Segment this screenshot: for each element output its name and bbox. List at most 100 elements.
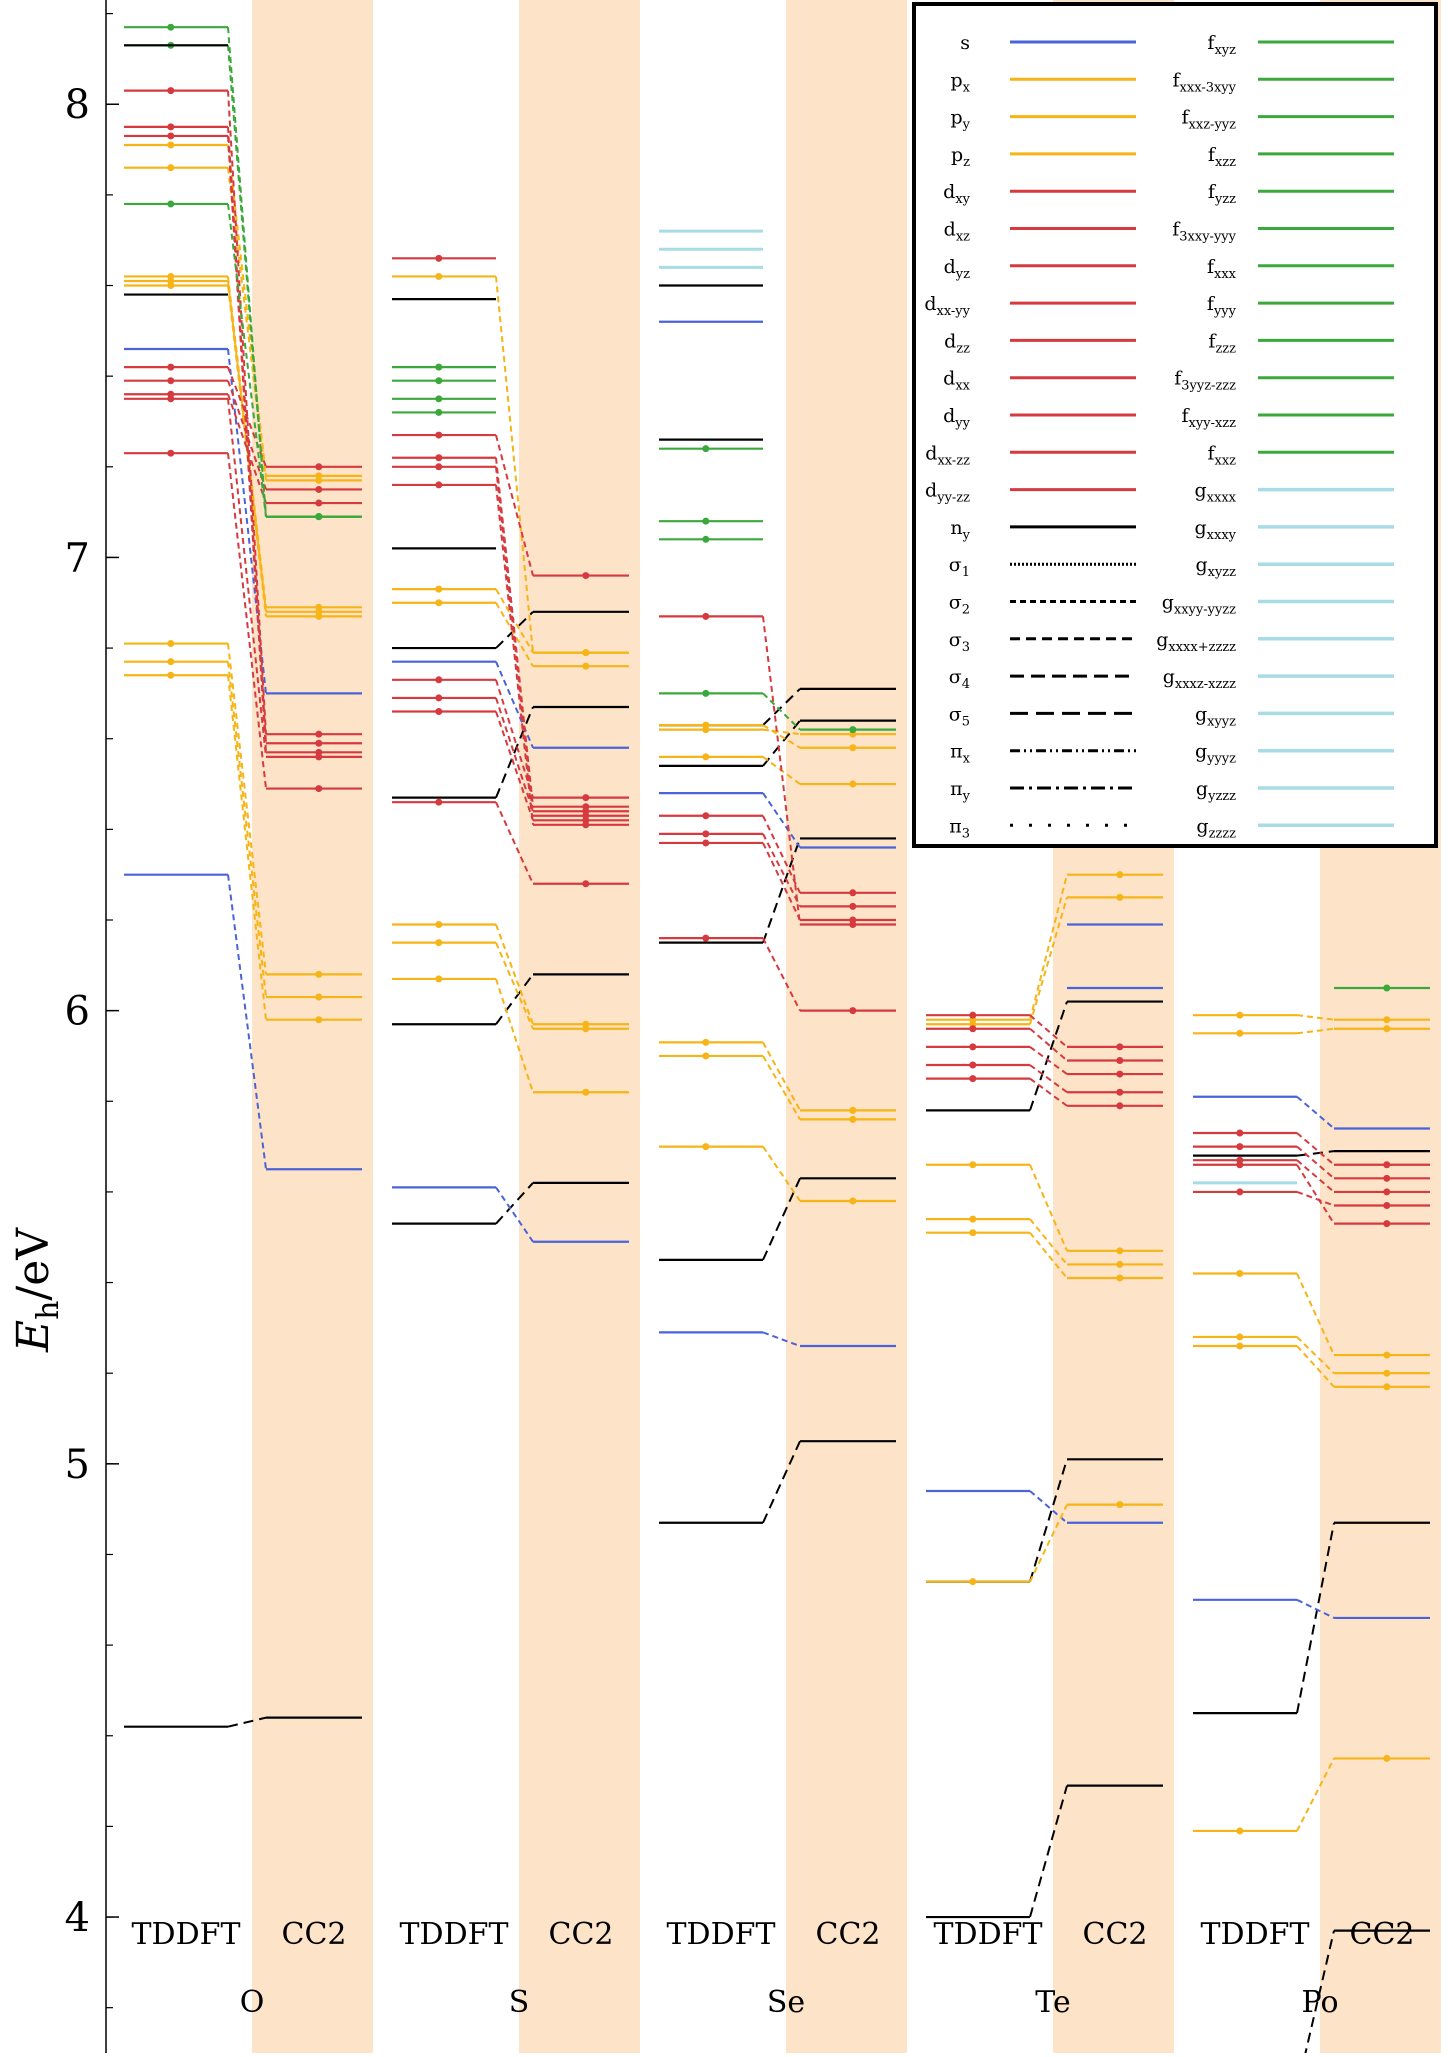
level-marker-po-c-16 xyxy=(1383,984,1391,992)
level-marker-se-c-18 xyxy=(849,726,857,734)
level-marker-o-c-8 xyxy=(315,612,323,620)
level-marker-s-t-13 xyxy=(435,694,443,702)
connector-o-20 xyxy=(227,45,267,517)
level-marker-s-c-16 xyxy=(582,572,590,580)
level-marker-po-c-12 xyxy=(1383,1174,1391,1182)
legend-label: dyy-zz xyxy=(925,480,970,506)
legend-label: gxxxx xyxy=(1195,480,1237,506)
level-marker-se-t-8 xyxy=(702,1038,710,1046)
legend-label: dxx-zz xyxy=(925,442,970,468)
connector-se-15 xyxy=(762,833,801,907)
legend-label: gxyzz xyxy=(1195,554,1236,580)
level-marker-s-c-18 xyxy=(582,812,590,820)
y-tick-label: 6 xyxy=(65,989,90,1035)
level-marker-po-c-9 xyxy=(1383,1016,1391,1024)
level-marker-s-c-7 xyxy=(582,1025,590,1033)
level-marker-o-t-4 xyxy=(167,658,175,666)
cc2-band-o xyxy=(252,0,373,2053)
connector-te-10 xyxy=(1029,1014,1068,1048)
legend-label: px xyxy=(950,69,970,95)
level-marker-o-c-10 xyxy=(315,476,323,484)
connector-po-1 xyxy=(1296,1522,1335,1714)
level-marker-s-t-8 xyxy=(435,975,443,983)
level-marker-o-c-18 xyxy=(315,785,323,793)
level-marker-po-c-10 xyxy=(1383,1025,1391,1033)
legend-label: πy xyxy=(950,778,971,804)
legend-label: σ5 xyxy=(949,703,970,729)
legend-label: σ1 xyxy=(949,554,970,580)
connector-o-3 xyxy=(227,643,267,975)
connector-te-13 xyxy=(1029,1064,1068,1094)
legend-label: fxxz xyxy=(1207,442,1236,468)
connector-s-9 xyxy=(495,588,534,654)
connector-se-7 xyxy=(762,1146,801,1202)
level-marker-s-c-15 xyxy=(582,880,590,888)
method-label-cc2: CC2 xyxy=(282,1917,347,1952)
connector-se-9 xyxy=(762,1055,801,1120)
level-marker-se-t-14 xyxy=(702,812,710,820)
level-marker-po-c-15 xyxy=(1383,1220,1391,1228)
element-label-s: S xyxy=(509,1985,530,2020)
level-marker-po-c-7 xyxy=(1383,1369,1391,1377)
legend: s px py pz dxy dxz dyz dxx-yy dzz dxx dyy dxx-zz dyy… xyxy=(912,2,1438,848)
connector-s-1 xyxy=(495,973,534,1025)
connector-po-4 xyxy=(1296,1095,1335,1130)
element-label-te: Te xyxy=(1035,1985,1070,2020)
level-marker-se-t-17 xyxy=(702,612,710,620)
connector-po-10 xyxy=(1296,1027,1335,1035)
connector-se-17 xyxy=(762,616,801,925)
level-marker-s-t-21 xyxy=(435,363,443,371)
legend-label: dyy xyxy=(943,405,971,431)
legend-label: gzzzz xyxy=(1196,815,1236,841)
connector-po-14 xyxy=(1296,1190,1335,1207)
level-marker-s-t-20 xyxy=(435,254,443,262)
connector-po-12 xyxy=(1296,1145,1335,1180)
connector-se-12 xyxy=(762,728,801,736)
connector-o-2 xyxy=(227,348,267,694)
level-marker-te-t-7 xyxy=(969,1229,977,1237)
connector-se-5 xyxy=(762,1331,801,1347)
level-marker-se-t-7 xyxy=(702,1143,710,1151)
level-marker-o-t-5 xyxy=(167,671,175,679)
connector-s-5 xyxy=(495,661,534,749)
connector-o-4 xyxy=(227,661,267,998)
cc2-band-se xyxy=(786,0,907,2053)
connector-o-11 xyxy=(227,90,267,735)
connector-se-11 xyxy=(762,724,801,749)
level-marker-se-t-10 xyxy=(702,753,710,761)
level-marker-o-t-18 xyxy=(167,449,175,457)
element-label-o: O xyxy=(240,1985,265,2020)
level-marker-o-t-13 xyxy=(167,132,175,140)
level-marker-o-t-3 xyxy=(167,640,175,648)
level-marker-po-t-11 xyxy=(1236,1129,1244,1137)
level-marker-se-t-16 xyxy=(702,839,710,847)
connector-o-18 xyxy=(227,453,267,789)
connector-te-0 xyxy=(1029,1785,1068,1918)
level-marker-o-t-21 xyxy=(167,200,175,208)
connector-lines xyxy=(227,27,1335,2057)
legend-label: σ2 xyxy=(949,592,970,618)
level-marker-po-c-8 xyxy=(1383,1383,1391,1391)
level-marker-s-t-10 xyxy=(435,599,443,607)
level-marker-te-c-13 xyxy=(1116,1088,1124,1096)
connector-s-19 xyxy=(495,484,534,825)
level-marker-se-t-18 xyxy=(702,689,710,697)
legend-label: gxxxy xyxy=(1194,517,1236,543)
connector-se-13 xyxy=(762,937,801,1012)
level-marker-se-c-13 xyxy=(849,1007,857,1015)
method-label-tddft: TDDFT xyxy=(934,1917,1043,1952)
legend-label: fxzz xyxy=(1208,144,1236,170)
connector-o-19 xyxy=(227,27,267,517)
level-marker-se-c-8 xyxy=(849,1106,857,1114)
connector-se-16 xyxy=(762,842,801,921)
legend-label: σ4 xyxy=(949,666,970,692)
level-marker-s-c-17 xyxy=(582,803,590,811)
connector-te-11 xyxy=(1029,1028,1068,1062)
level-marker-s-t-7 xyxy=(435,939,443,947)
y-axis-label: Eh/eV xyxy=(8,1227,66,1353)
level-marker-po-c-6 xyxy=(1383,1351,1391,1359)
connector-o-5 xyxy=(227,675,267,1020)
